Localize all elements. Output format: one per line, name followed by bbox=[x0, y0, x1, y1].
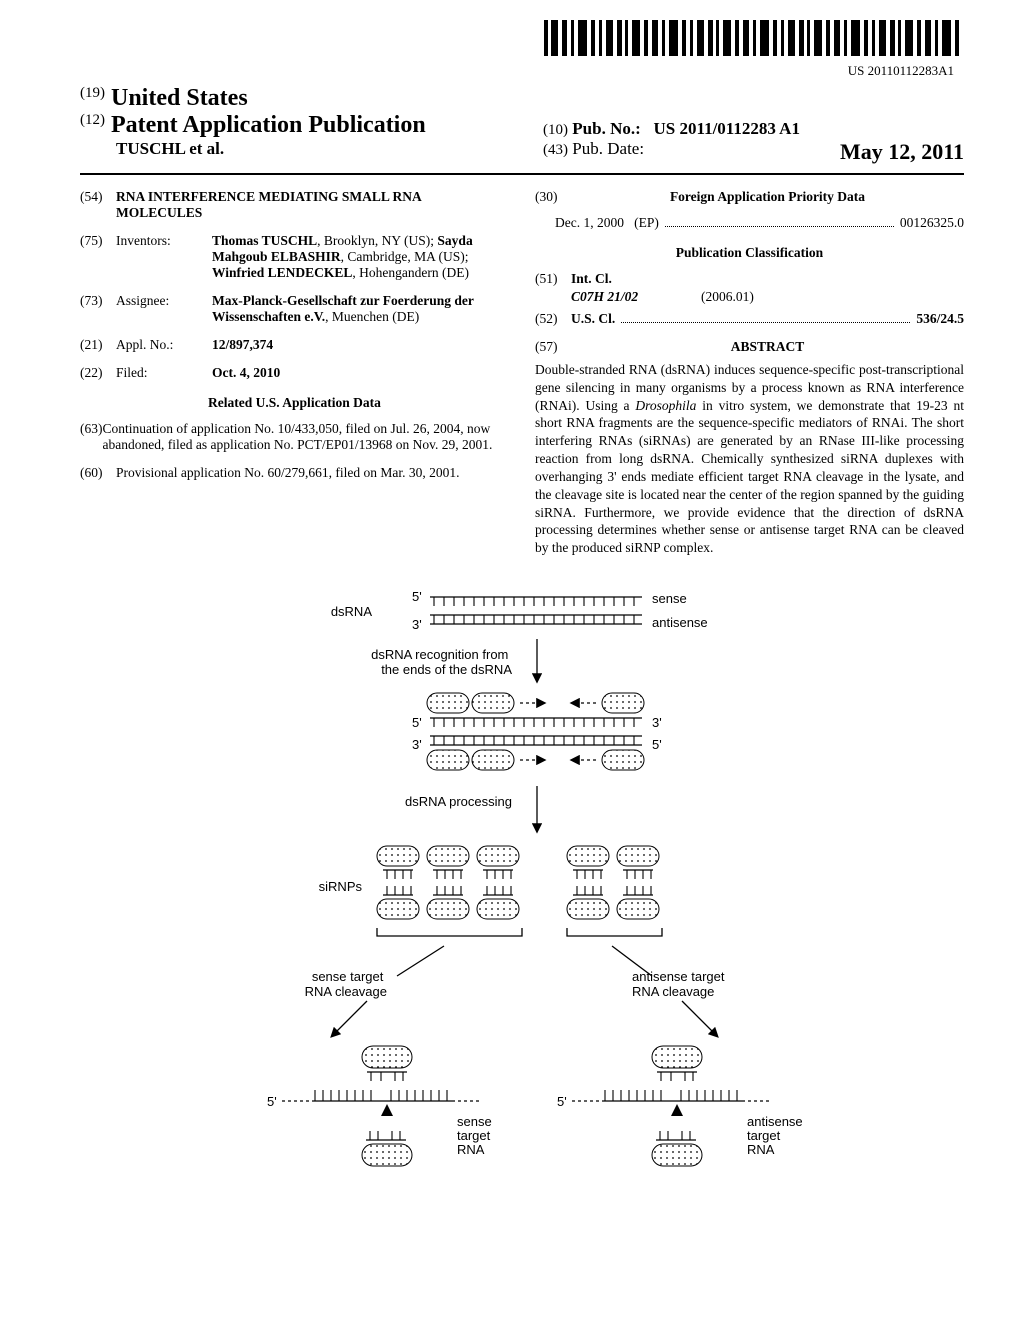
pubno-code: (10) bbox=[543, 122, 568, 138]
uscl-label: U.S. Cl. bbox=[571, 311, 615, 327]
pub-type-line: (12) Patent Application Publication bbox=[80, 112, 543, 139]
filed-label: Filed: bbox=[116, 365, 212, 381]
abstract-label: ABSTRACT bbox=[571, 339, 964, 355]
invention-title: RNA INTERFERENCE MEDIATING SMALL RNA MOL… bbox=[116, 189, 509, 221]
pubclass-title: Publication Classification bbox=[535, 245, 964, 261]
pub-type: Patent Application Publication bbox=[111, 112, 426, 138]
title-code: (54) bbox=[80, 189, 116, 221]
intcl-code: (51) bbox=[535, 271, 571, 287]
svg-text:5': 5' bbox=[557, 1094, 567, 1109]
label-sirnps: siRNPs bbox=[319, 879, 363, 894]
prov-text: Provisional application No. 60/279,661, … bbox=[116, 465, 459, 481]
svg-text:3': 3' bbox=[652, 715, 662, 730]
pubno-value: US 2011/0112283 A1 bbox=[654, 119, 800, 138]
foreign-date: Dec. 1, 2000 bbox=[555, 215, 624, 231]
abstract-code: (57) bbox=[535, 339, 571, 355]
label-dsrna: dsRNA bbox=[331, 604, 373, 619]
label-5p-1: 5' bbox=[412, 589, 422, 604]
label-3p-1: 3' bbox=[412, 617, 422, 632]
svg-text:5': 5' bbox=[412, 715, 422, 730]
label-recognition: dsRNA recognition from the ends of the d… bbox=[371, 647, 512, 677]
barcode-text: US 20110112283A1 bbox=[80, 63, 954, 79]
intcl-year: (2006.01) bbox=[701, 289, 754, 305]
pubdate-code: (43) bbox=[543, 142, 568, 158]
svg-text:5': 5' bbox=[267, 1094, 277, 1109]
inventors-code: (75) bbox=[80, 233, 116, 281]
pub-type-code: (12) bbox=[80, 112, 105, 128]
applno-label: Appl. No.: bbox=[116, 337, 212, 353]
assignee-label: Assignee: bbox=[116, 293, 212, 325]
label-sense-target: sensetargetRNA bbox=[457, 1114, 492, 1157]
uscl-value: 536/24.5 bbox=[916, 311, 964, 327]
dotfill-2 bbox=[621, 312, 910, 323]
applno-code: (21) bbox=[80, 337, 116, 353]
filed-code: (22) bbox=[80, 365, 116, 381]
country-line: (19) United States bbox=[80, 85, 543, 112]
foreign-title: Foreign Application Priority Data bbox=[571, 189, 964, 205]
barcode-region: US 20110112283A1 bbox=[80, 20, 964, 79]
foreign-num: 00126325.0 bbox=[900, 215, 964, 231]
abstract-text: Double-stranded RNA (dsRNA) induces sequ… bbox=[535, 361, 964, 557]
applno-value: 12/897,374 bbox=[212, 337, 509, 353]
cont-code: (63) bbox=[80, 421, 103, 453]
label-antisense-target: antisensetargetRNA bbox=[747, 1114, 803, 1157]
assignee-code: (73) bbox=[80, 293, 116, 325]
inventors-label: Inventors: bbox=[116, 233, 212, 281]
label-antisense-1: antisense bbox=[652, 615, 708, 630]
label-processing: dsRNA processing bbox=[405, 794, 512, 809]
foreign-code: (30) bbox=[535, 189, 571, 205]
uscl-code: (52) bbox=[535, 311, 571, 327]
figure-diagram: .lbl { font-family: Arial, sans-serif; f… bbox=[80, 581, 964, 1291]
pubno-line: (10) Pub. No.: US 2011/0112283 A1 bbox=[543, 119, 964, 139]
label-antisense-cleave: antisense target RNA cleavage bbox=[632, 969, 728, 999]
dotfill bbox=[665, 216, 894, 227]
pubdate-label: Pub. Date: bbox=[572, 139, 644, 158]
foreign-country: (EP) bbox=[634, 215, 659, 231]
pubno-label: Pub. No.: bbox=[572, 119, 640, 138]
inventors-list: Thomas TUSCHL, Brooklyn, NY (US); Sayda … bbox=[212, 233, 509, 281]
pubdate-value: May 12, 2011 bbox=[840, 139, 964, 165]
label-sense-cleave: sense target RNA cleavage bbox=[305, 969, 387, 999]
assignee-value: Max-Planck-Gesellschaft zur Foerderung d… bbox=[212, 293, 509, 325]
svg-text:3': 3' bbox=[412, 737, 422, 752]
cont-text: Continuation of application No. 10/433,0… bbox=[103, 421, 510, 453]
country: United States bbox=[111, 85, 248, 111]
barcode-graphic bbox=[544, 20, 964, 56]
intcl-label: Int. Cl. bbox=[571, 271, 612, 287]
svg-text:5': 5' bbox=[652, 737, 662, 752]
related-title: Related U.S. Application Data bbox=[80, 395, 509, 411]
country-code: (19) bbox=[80, 85, 105, 101]
label-sense-1: sense bbox=[652, 591, 687, 606]
filed-value: Oct. 4, 2010 bbox=[212, 365, 509, 381]
prov-code: (60) bbox=[80, 465, 116, 481]
divider bbox=[80, 173, 964, 175]
intcl-class: C07H 21/02 bbox=[571, 289, 701, 305]
pubdate-line: (43) Pub. Date: May 12, 2011 bbox=[543, 139, 964, 159]
authors-line: TUSCHL et al. bbox=[80, 139, 543, 159]
